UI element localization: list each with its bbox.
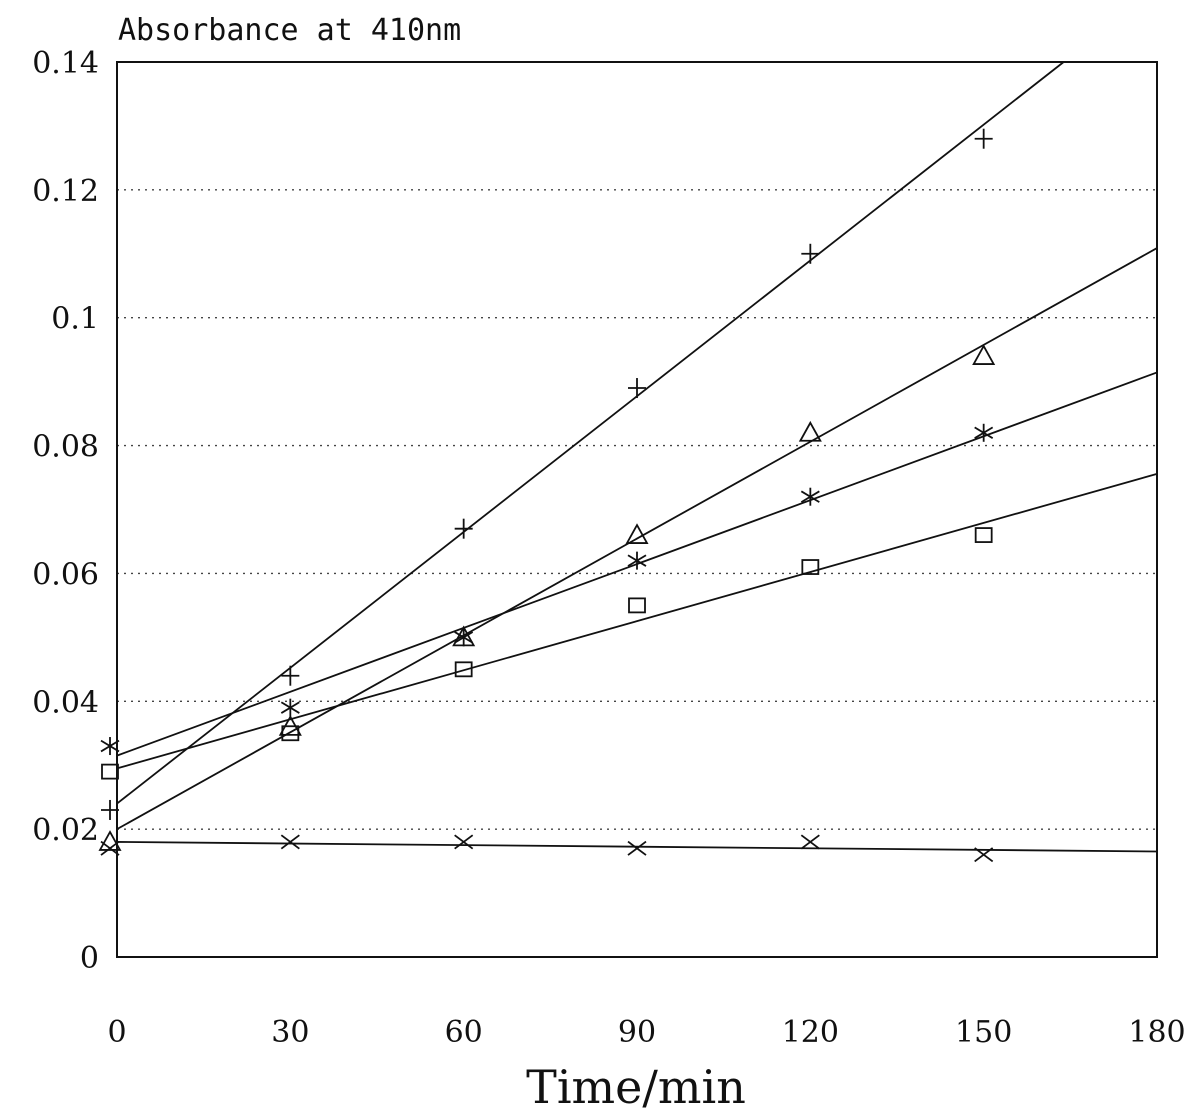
y-tick-label: 0.04 [32, 685, 99, 720]
data-point-plus [801, 243, 820, 264]
fit-line-square [116, 472, 1158, 770]
fit-line-x [116, 841, 1158, 853]
data-point-plus [628, 378, 646, 399]
data-point-triangle [798, 420, 822, 442]
data-point-asterisk [974, 423, 994, 442]
data-markers [98, 128, 996, 863]
y-tick-label: 0.02 [32, 813, 99, 848]
data-point-square [628, 597, 646, 614]
plot-frame [116, 61, 1158, 958]
data-point-x [627, 840, 647, 856]
y-tick-label: 0.14 [32, 46, 99, 81]
data-point-square [101, 763, 119, 780]
data-point-asterisk [800, 487, 820, 506]
fit-line-plus [116, 61, 1065, 805]
data-point-asterisk [280, 698, 300, 717]
gridlines [117, 189, 1157, 830]
y-tick-label: 0.08 [32, 430, 99, 465]
data-point-square [454, 661, 473, 678]
x-tick-label: 120 [782, 1015, 839, 1050]
data-point-plus [454, 518, 473, 539]
data-point-x [974, 847, 994, 863]
data-point-plus [974, 128, 993, 149]
x-tick-label: 30 [271, 1015, 309, 1050]
data-point-square [281, 725, 300, 742]
x-tick-label: 60 [445, 1015, 483, 1050]
data-point-asterisk [454, 628, 474, 647]
y-tick-label: 0 [80, 941, 99, 976]
data-point-triangle [98, 830, 122, 851]
data-point-triangle [625, 523, 649, 544]
x-tick-label: 180 [1128, 1015, 1185, 1050]
data-point-plus [281, 665, 300, 686]
y-tick-labels: 0 0.02 0.04 0.06 0.08 0.1 0.12 0.14 [32, 46, 99, 976]
data-point-square [801, 559, 820, 575]
fit-line-triangle [116, 247, 1158, 830]
y-tick-label: 0.06 [32, 557, 99, 592]
fit-lines [116, 61, 1158, 853]
x-tick-label: 90 [618, 1015, 656, 1050]
x-tick-label: 150 [955, 1015, 1012, 1050]
data-point-x [280, 834, 300, 850]
data-point-triangle [972, 344, 996, 365]
data-point-x [800, 834, 820, 850]
y-tick-label: 0.1 [51, 302, 99, 337]
y-tick-label: 0.12 [32, 174, 99, 209]
data-point-square [974, 527, 993, 543]
data-point-asterisk [627, 551, 647, 570]
data-point-x [454, 834, 474, 850]
x-tick-labels: 0 30 60 90 120 150 180 [107, 1015, 1185, 1050]
x-tick-label: 0 [107, 1015, 126, 1050]
x-axis-label: Time/min [526, 1060, 746, 1114]
y-axis-label: Absorbance at 410nm [118, 13, 461, 48]
